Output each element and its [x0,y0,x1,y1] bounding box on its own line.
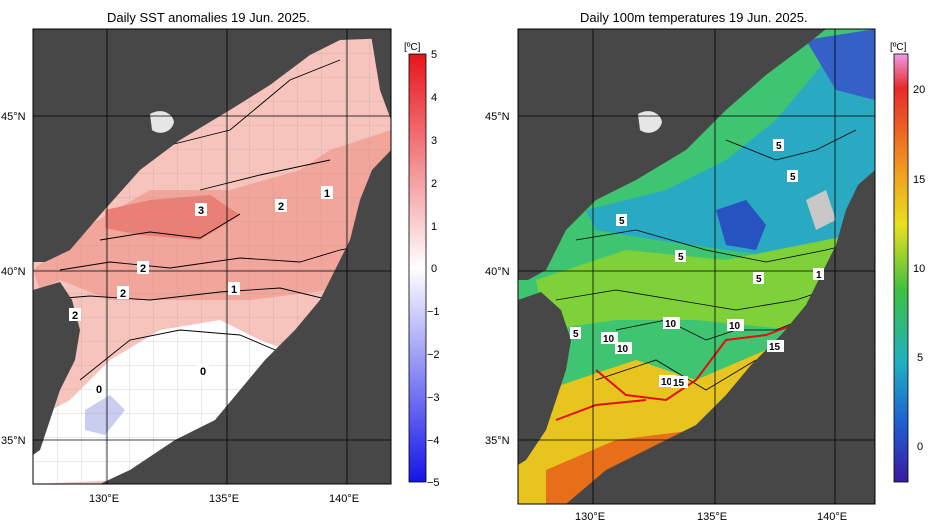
lon-label: 140°E [329,493,359,505]
lat-label: 40°N [485,266,510,278]
contour-label: 10 [661,377,673,388]
contour-label: 5 [619,216,625,227]
shelf-shallow [806,190,836,230]
left-map-title: Daily SST anomalies 19 Jun. 2025. [107,10,310,25]
land-japan [100,150,391,484]
lat-label: 45°N [485,111,510,123]
land-asia [518,29,826,280]
contour-label: 1 [324,188,330,200]
contour-label: 1 [816,270,822,281]
colorbar-tick: −1 [427,306,440,318]
colorbar-tick: 0 [917,441,923,453]
colorbar-tick: 20 [913,84,925,96]
colorbar-tick: 10 [913,263,925,275]
sst-anomaly-map: 3 2 2 2 2 1 1 0 0 45°N 40°N 35°N 130°E 1… [1,28,440,505]
contour-label: 15 [769,342,781,353]
lon-label: 140°E [817,511,847,523]
colorbar-tick: −2 [427,349,440,361]
colorbar-tick: 1 [431,221,437,233]
colorbar-tick: 15 [913,174,925,186]
lon-label: 135°E [209,493,239,505]
contour-label: 5 [776,141,782,152]
contour-label: 2 [72,310,78,322]
land-korea [518,292,571,465]
colorbar-tick: −4 [427,435,440,447]
right-map-title: Daily 100m temperatures 19 Jun. 2025. [580,10,808,25]
contour-label: 10 [603,334,615,345]
polar-front-line [555,399,647,421]
temperature-colorbar [893,53,909,483]
temperature-100m-map: 5 5 5 5 5 5 1 10 10 10 10 15 10 15 45°N … [485,28,925,523]
colorbar-tick: 4 [431,92,437,104]
contour-label: 0 [200,366,206,378]
colorbar-tick: 5 [917,352,923,364]
contour-label: 5 [756,274,762,285]
contour-label: 5 [790,172,796,183]
contour-label: 2 [120,288,126,300]
contour-label: 2 [278,201,284,213]
cold-north [806,29,875,100]
colorbar-tick: 2 [431,178,437,190]
contour-label: 5 [678,252,684,263]
lon-label: 130°E [89,493,119,505]
land-sakhalin [370,29,391,120]
colorbar-tick: 3 [431,135,437,147]
lat-label: 45°N [1,111,26,123]
contour-line [199,159,331,191]
cold-region [586,29,875,260]
lon-label: 130°E [575,511,605,523]
land-asia [33,29,391,262]
colorbar-tick: −5 [427,477,440,489]
contour-label: 5 [573,329,579,340]
map-frame [517,28,876,505]
cold-core [716,200,766,250]
colorbar-tick: 0 [431,263,437,275]
lon-label: 135°E [697,511,727,523]
contour-label: 10 [617,344,629,355]
colorbar-tick: −3 [427,392,440,404]
contour-label: 1 [231,284,237,296]
mid-green [536,230,875,330]
lat-label: 40°N [1,266,26,278]
contour-label: 0 [96,384,102,396]
anomaly-colorbar [408,53,427,483]
contour-label: 2 [140,263,146,275]
colorbar-unit: [ºC] [890,42,907,53]
land-island [150,111,174,133]
lat-label: 35°N [485,435,510,447]
colorbar-tick: 5 [431,49,437,61]
contour-label: 10 [729,321,741,332]
contour-label: 3 [198,205,204,217]
contour-line [99,213,241,241]
contour-label: 10 [665,319,677,330]
colorbar-unit: [ºC] [404,42,421,53]
map-frame [32,28,392,485]
lat-label: 35°N [1,435,26,447]
contour-line [59,239,391,271]
land-japan [566,170,875,504]
land-island [638,111,662,133]
contour-label: 15 [673,378,685,389]
land-korea [33,282,80,455]
